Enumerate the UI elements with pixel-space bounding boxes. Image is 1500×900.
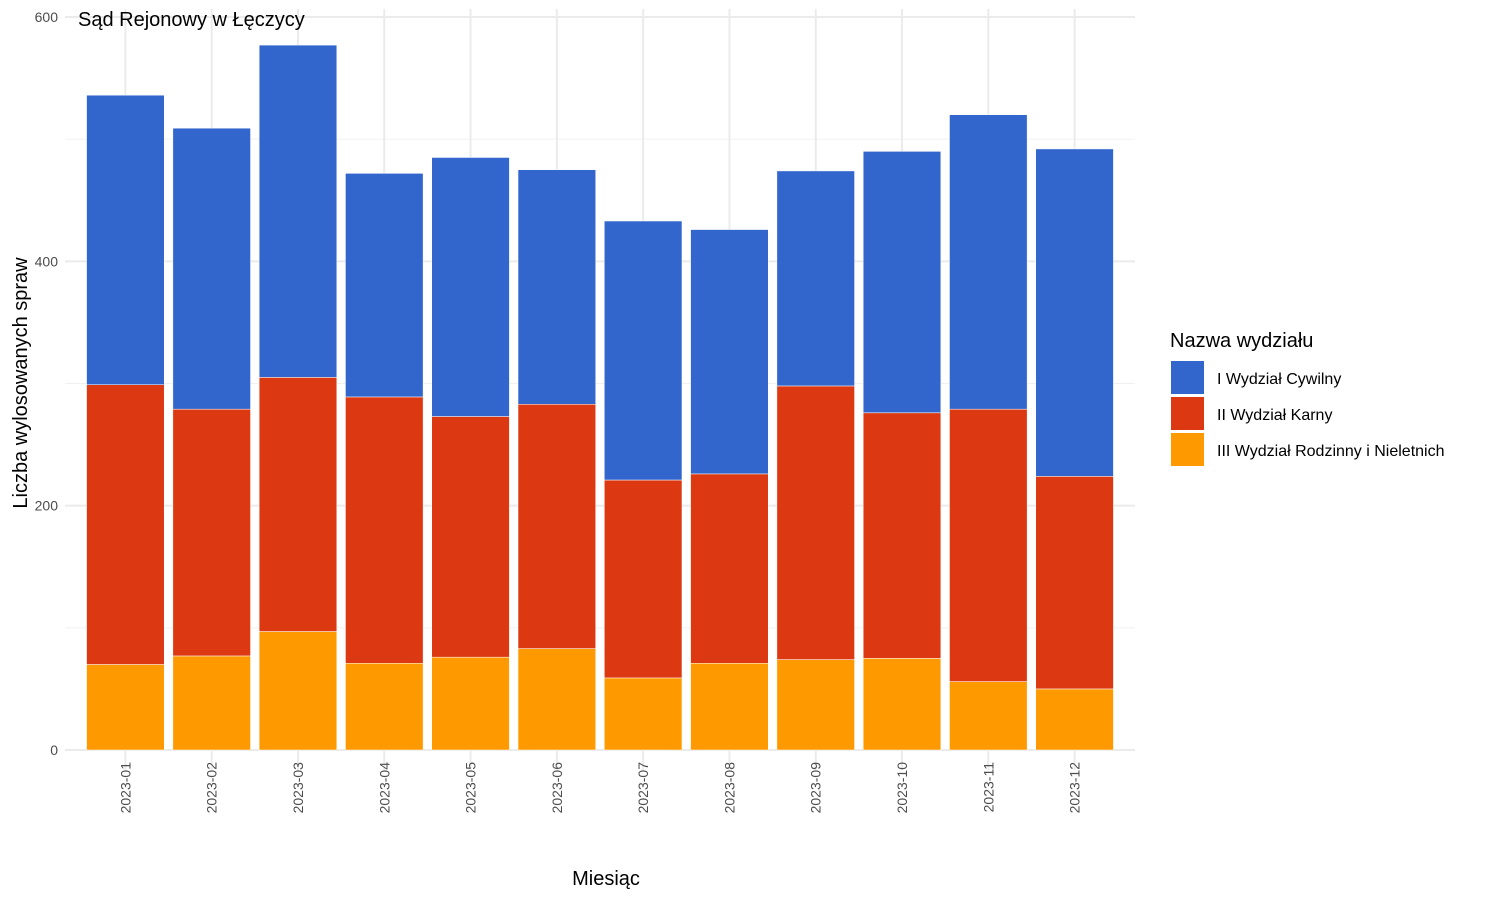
x-tick-label: 2023-11 bbox=[980, 762, 996, 813]
bar-segment bbox=[862, 151, 942, 414]
legend-key bbox=[1171, 397, 1204, 430]
legend-key bbox=[1171, 361, 1204, 394]
legend-items: I Wydział Cywilny II Wydział Karny III Wyd… bbox=[1171, 361, 1445, 466]
bar-segment bbox=[690, 663, 769, 751]
bar-segment bbox=[862, 412, 942, 659]
legend-label: III Wydział Rodzinny i Nieletnich bbox=[1217, 443, 1445, 460]
bar-segment bbox=[345, 663, 424, 751]
x-tick-label: 2023-08 bbox=[721, 762, 737, 814]
bar-segment bbox=[258, 631, 338, 751]
bar-segment bbox=[776, 170, 855, 387]
x-tick-label: 2023-10 bbox=[894, 762, 910, 814]
bar-segment bbox=[949, 408, 1028, 682]
bar-segment bbox=[690, 229, 769, 475]
bar-segment bbox=[517, 169, 596, 405]
bar-segment bbox=[776, 659, 855, 751]
bar-segment bbox=[604, 677, 683, 751]
x-tick-label: 2023-01 bbox=[117, 762, 133, 814]
bar-segment bbox=[431, 656, 510, 751]
x-tick-label: 2023-12 bbox=[1067, 762, 1083, 814]
bar-segment bbox=[1035, 688, 1114, 751]
bar-segment bbox=[345, 396, 424, 664]
bar-segment bbox=[949, 681, 1028, 751]
y-tick-label: 600 bbox=[35, 9, 59, 25]
bar-segment bbox=[172, 408, 251, 657]
bar-segment bbox=[517, 648, 596, 751]
x-tick-label: 2023-04 bbox=[376, 762, 392, 814]
legend-key bbox=[1171, 433, 1204, 466]
legend-title: Nazwa wydziału bbox=[1170, 330, 1313, 352]
ticks-layer: 0 200 400 600 2023-01 2023-02 2023-03 2023-04 20… bbox=[35, 9, 1083, 813]
bar-segment bbox=[86, 94, 165, 385]
bar-segment bbox=[258, 377, 338, 632]
bar-segment bbox=[690, 473, 769, 664]
bar-segment bbox=[517, 404, 596, 649]
x-tick-label: 2023-03 bbox=[290, 762, 306, 814]
x-tick-label: 2023-07 bbox=[635, 762, 651, 814]
y-tick-label: 200 bbox=[35, 498, 59, 514]
x-tick-label: 2023-09 bbox=[808, 762, 824, 814]
bar-segment bbox=[776, 385, 855, 660]
x-tick-label: 2023-06 bbox=[549, 762, 565, 814]
bar-segment bbox=[258, 44, 338, 378]
bar-segment bbox=[172, 655, 251, 751]
legend: Nazwa wydziału I Wydział Cywilny II Wydzi… bbox=[1170, 330, 1445, 466]
chart-title: Sąd Rejonowy w Łęczycy bbox=[78, 9, 305, 31]
y-tick-label: 400 bbox=[35, 253, 59, 269]
bar-segment bbox=[862, 658, 942, 751]
bar-segment bbox=[431, 416, 510, 658]
legend-label: I Wydział Cywilny bbox=[1217, 371, 1341, 388]
x-tick-label: 2023-05 bbox=[463, 762, 479, 814]
bar-segment bbox=[604, 479, 683, 679]
legend-label: II Wydział Karny bbox=[1217, 407, 1332, 424]
bar-segment bbox=[86, 384, 165, 665]
bar-segment bbox=[345, 173, 424, 398]
bar-segment bbox=[1035, 148, 1114, 477]
x-tick-label: 2023-02 bbox=[204, 762, 220, 814]
bar-segment bbox=[172, 127, 251, 410]
bar-segment bbox=[86, 664, 165, 751]
y-axis-title: Liczba wylosowanych spraw bbox=[10, 257, 32, 509]
y-tick-label: 0 bbox=[50, 742, 58, 758]
x-axis-title: Miesiąc bbox=[572, 868, 640, 890]
bars-layer bbox=[86, 44, 1114, 751]
bar-segment bbox=[604, 220, 683, 481]
bar-segment bbox=[949, 114, 1028, 410]
bar-segment bbox=[1035, 476, 1114, 690]
bar-segment bbox=[431, 157, 510, 417]
